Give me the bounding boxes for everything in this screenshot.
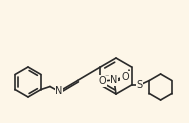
- Text: ⁻: ⁻: [104, 72, 109, 82]
- Text: N: N: [55, 86, 63, 97]
- Text: S: S: [136, 80, 143, 90]
- Text: O: O: [121, 72, 129, 82]
- Text: O: O: [98, 76, 106, 86]
- Text: N: N: [110, 75, 118, 85]
